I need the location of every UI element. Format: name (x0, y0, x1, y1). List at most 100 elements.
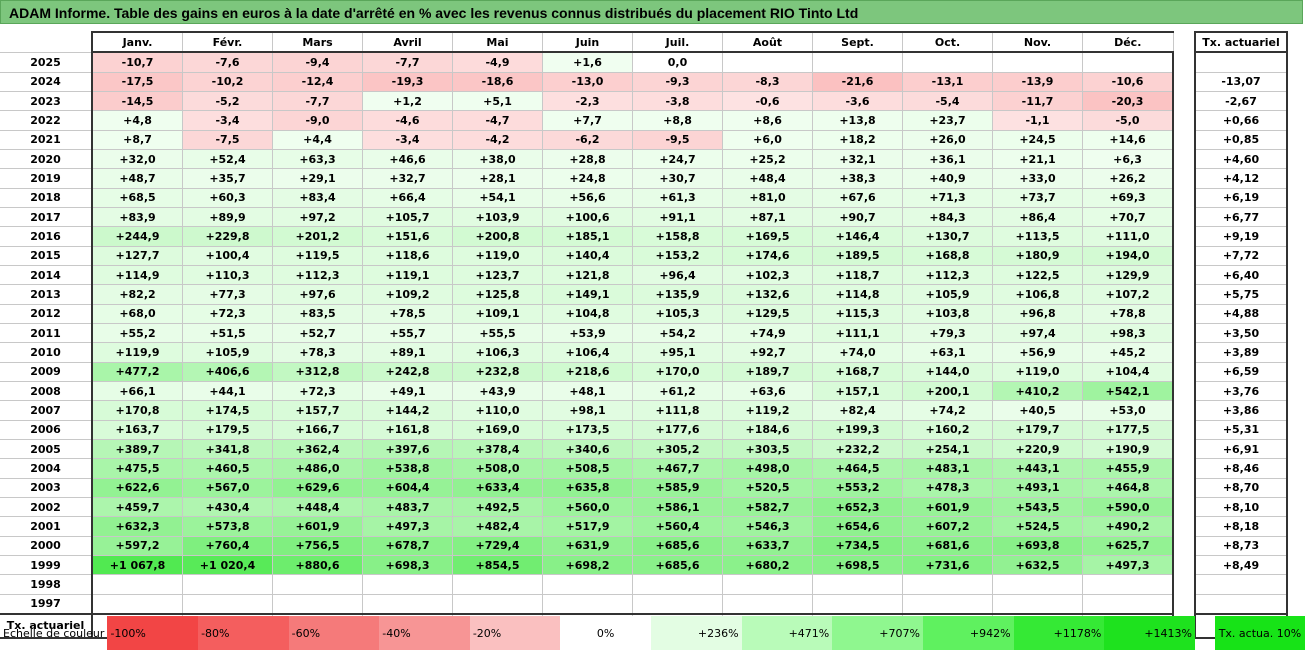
gain-cell: +160,2 (902, 419, 993, 440)
gain-cell: -5,4 (902, 90, 993, 112)
year-row: 1997 (0, 593, 1288, 615)
gain-cell: +524,5 (992, 516, 1083, 537)
gain-cell (722, 51, 813, 73)
gain-cell: +55,2 (91, 322, 183, 344)
gain-cell: +194,0 (1082, 245, 1174, 266)
gain-cell: +24,7 (632, 148, 723, 170)
year-label: 2011 (0, 322, 93, 344)
gain-cell: +129,5 (722, 303, 813, 324)
gain-cell: -8,3 (722, 71, 813, 92)
month-header-row: Janv. Févr. Mars Avril Mai Juin Juil. Août Sept.… (0, 30, 1288, 54)
gain-cell: -9,3 (632, 71, 723, 92)
year-label: 2019 (0, 168, 93, 189)
year-row: 2024 -17,5 -10,2 -12,4 -19,3 -18,6 -13,0 -9,3 -8… (0, 71, 1288, 92)
gain-cell: +166,7 (272, 419, 363, 440)
gain-cell: +90,7 (812, 206, 903, 228)
gain-cell: +880,6 (272, 554, 363, 576)
gain-cell: +520,5 (722, 477, 813, 498)
gain-cell: +26,0 (902, 129, 993, 150)
gain-cell: +112,3 (272, 264, 363, 286)
gain-cell: -1,1 (992, 110, 1083, 131)
gain-cell: +756,5 (272, 535, 363, 556)
gain-cell: +105,7 (362, 206, 453, 228)
gain-cell: +8,7 (91, 129, 183, 150)
gain-cell: +109,2 (362, 284, 453, 305)
year-row: 2011 +55,2 +51,5 +52,7 +55,7 +55,5 +53,9 +54,2 +… (0, 322, 1288, 344)
gain-cell (902, 574, 993, 595)
gain-cell: +104,8 (542, 303, 633, 324)
column-gap (1173, 362, 1195, 382)
column-gap (1173, 458, 1195, 479)
actuarial-rate-cell: +4,60 (1194, 148, 1288, 170)
gain-cell: +83,9 (91, 206, 183, 228)
gain-cell: +582,7 (722, 496, 813, 518)
gain-cell: -11,7 (992, 90, 1083, 112)
actuarial-rate-cell: +7,72 (1194, 245, 1288, 266)
gain-cell: +151,6 (362, 226, 453, 247)
gain-cell: +43,9 (452, 380, 543, 402)
gain-cell: +89,9 (182, 206, 273, 228)
gain-cell (542, 593, 633, 615)
gain-cell: +61,3 (632, 187, 723, 208)
year-label: 1999 (0, 554, 93, 576)
actuarial-rate-cell: +6,91 (1194, 438, 1288, 460)
gain-cell: +760,4 (182, 535, 273, 556)
month-header-3: Mars (272, 30, 363, 54)
column-gap (1173, 536, 1195, 556)
gain-cell: +1 020,4 (182, 554, 273, 576)
year-row: 2010 +119,9 +105,9 +78,3 +89,1 +106,3 +106,4 +9… (0, 342, 1288, 363)
year-label: 2013 (0, 284, 93, 305)
gain-cell: +161,8 (362, 419, 453, 440)
month-header-2: Févr. (182, 30, 273, 54)
gain-cell: +459,7 (91, 496, 183, 518)
gain-cell (992, 593, 1083, 615)
year-row: 2006 +163,7 +179,5 +166,7 +161,8 +169,0 +173,5… (0, 419, 1288, 440)
gain-cell: +38,3 (812, 168, 903, 189)
year-row: 2012 +68,0 +72,3 +83,5 +78,5 +109,1 +104,8 +105… (0, 303, 1288, 324)
gain-cell: +200,1 (902, 380, 993, 402)
gain-cell (182, 593, 273, 615)
column-gap (1173, 265, 1195, 285)
gain-cell: +199,3 (812, 419, 903, 440)
gain-cell: +121,8 (542, 264, 633, 286)
gain-cell: -4,9 (452, 51, 543, 73)
gain-cell: -13,1 (902, 71, 993, 92)
gain-cell: +177,6 (632, 419, 723, 440)
gain-cell: -7,7 (362, 51, 453, 73)
gain-cell: +135,9 (632, 284, 723, 305)
gain-cell: +1,2 (362, 90, 453, 112)
column-gap (1173, 478, 1195, 498)
color-scale-legend: Echelle de couleur -100% -80% -60% -40% -20%… (0, 616, 1305, 650)
footer-label: Tx. actuariel (0, 612, 93, 639)
gain-cell (992, 51, 1083, 73)
gain-cell: +78,8 (1082, 303, 1174, 324)
gain-cell: +538,8 (362, 458, 453, 479)
gain-cell: +74,0 (812, 342, 903, 363)
gain-cell: +312,8 (272, 361, 363, 382)
gain-cell (272, 574, 363, 595)
gain-cell: +63,3 (272, 148, 363, 170)
gain-cell: +23,7 (902, 110, 993, 131)
column-gap (1173, 72, 1195, 92)
gain-cell: +430,4 (182, 496, 273, 518)
gain-cell: +83,5 (272, 303, 363, 324)
year-label: 2003 (0, 477, 93, 498)
gain-cell: +103,9 (452, 206, 543, 228)
gain-cell: +66,4 (362, 187, 453, 208)
month-header-12: Déc. (1082, 30, 1174, 54)
gain-cell: +56,9 (992, 342, 1083, 363)
color-scale-swatch: -20% (469, 616, 561, 650)
gain-cell: +105,9 (182, 342, 273, 363)
gain-cell: +54,1 (452, 187, 543, 208)
actuarial-rate-cell: +4,88 (1194, 303, 1288, 324)
gain-cell: +378,4 (452, 438, 543, 460)
gain-cell: +7,7 (542, 110, 633, 131)
gain-cell: +40,5 (992, 400, 1083, 421)
gain-cell: +28,1 (452, 168, 543, 189)
gain-cell: +40,9 (902, 168, 993, 189)
year-row: 2017 +83,9 +89,9 +97,2 +105,7 +103,9 +100,6 +91… (0, 206, 1288, 228)
gain-cell: +169,5 (722, 226, 813, 247)
column-gap (1173, 226, 1195, 247)
gain-cell: +218,6 (542, 361, 633, 382)
gain-cell: +118,6 (362, 245, 453, 266)
